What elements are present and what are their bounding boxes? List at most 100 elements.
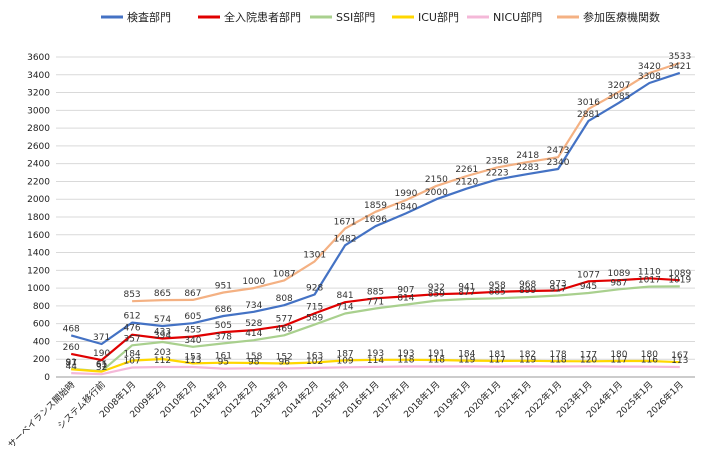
series-line <box>71 285 680 373</box>
data-label: 260 <box>63 343 80 353</box>
gridlines <box>56 56 695 378</box>
data-label: 907 <box>397 285 414 295</box>
data-label: 885 <box>489 287 506 297</box>
data-label: 182 <box>519 350 536 360</box>
data-label: 61 <box>96 361 107 371</box>
data-label: 117 <box>489 356 506 366</box>
data-label: 1301 <box>303 250 326 260</box>
data-label: 193 <box>397 349 414 359</box>
series-line <box>71 357 680 373</box>
data-label: 1000 <box>242 277 265 287</box>
y-tick-label: 1800 <box>27 213 50 223</box>
data-label: 3016 <box>577 98 600 108</box>
data-label: 32 <box>96 363 107 373</box>
series-line <box>71 365 680 376</box>
data-label: 899 <box>519 286 536 296</box>
data-label: 181 <box>489 350 506 360</box>
data-label: 1019 <box>668 275 691 285</box>
data-label: 357 <box>123 334 140 344</box>
data-labels: 468 371 612 574 605 686 734 808 928 1482 1696 1840 2… <box>63 52 692 373</box>
y-tick-label: 2800 <box>27 124 50 134</box>
data-label: 574 <box>154 315 171 325</box>
data-label: 1696 <box>364 215 387 225</box>
data-label: 98 <box>248 357 260 367</box>
data-label: 2881 <box>577 110 600 120</box>
legend-entry: ICU部門 <box>418 10 459 24</box>
y-tick-label: 2000 <box>27 195 50 205</box>
data-label: 161 <box>215 352 232 362</box>
data-label: 2418 <box>516 151 539 161</box>
data-label: 3207 <box>607 81 630 91</box>
data-label: 612 <box>123 312 140 322</box>
y-tick-label: 2600 <box>27 142 50 152</box>
data-label: 433 <box>154 328 171 338</box>
data-label: 414 <box>245 329 262 339</box>
y-tick-label: 0 <box>44 373 50 383</box>
y-axis: 0 200 400 600 800 1000 1200 1400 1600 1800 2000 220… <box>27 53 50 383</box>
data-label: 378 <box>215 332 232 342</box>
data-label: 917 <box>549 284 566 294</box>
data-label: 95 <box>218 358 229 368</box>
data-label: 152 <box>276 352 293 362</box>
data-label: 2120 <box>455 178 478 188</box>
data-label: 3533 <box>668 52 691 62</box>
data-label: 1017 <box>638 276 661 286</box>
data-label: 203 <box>154 348 171 358</box>
data-label: 113 <box>184 356 201 366</box>
data-label: 941 <box>458 282 475 292</box>
data-label: 112 <box>154 356 171 366</box>
data-label: 178 <box>549 350 566 360</box>
data-label: 2473 <box>547 146 570 156</box>
data-label: 2261 <box>455 165 478 175</box>
data-label: 118 <box>397 356 414 366</box>
data-label: 867 <box>184 289 201 299</box>
y-tick-label: 1200 <box>27 266 50 276</box>
data-label: 1482 <box>334 234 357 244</box>
data-label: 184 <box>458 350 475 360</box>
data-label: 455 <box>184 326 201 336</box>
data-label: 190 <box>93 349 110 359</box>
data-label: 109 <box>336 356 353 366</box>
data-label: 96 <box>278 357 290 367</box>
data-label: 87 <box>65 358 76 368</box>
y-tick-label: 2200 <box>27 177 50 187</box>
legend-entry: NICU部門 <box>493 10 542 24</box>
y-tick-label: 200 <box>33 355 50 365</box>
data-label: 118 <box>428 356 445 366</box>
data-label: 605 <box>184 312 201 322</box>
data-label: 528 <box>245 319 262 329</box>
data-label: 877 <box>458 288 475 298</box>
y-tick-label: 3600 <box>27 53 50 63</box>
legend-entry: 参加医療機関数 <box>583 10 660 24</box>
data-label: 945 <box>580 282 597 292</box>
series-lines <box>70 61 681 376</box>
data-label: 177 <box>580 350 597 360</box>
data-label: 771 <box>367 297 384 307</box>
data-label: 167 <box>671 351 688 361</box>
y-tick-label: 2400 <box>27 160 50 170</box>
data-label: 734 <box>245 301 262 311</box>
data-label: 932 <box>428 283 445 293</box>
data-label: 841 <box>336 291 353 301</box>
data-label: 859 <box>428 290 445 300</box>
data-label: 117 <box>610 356 627 366</box>
series-line <box>70 277 680 362</box>
data-label: 158 <box>245 352 262 362</box>
legend: 検査部門 全入院患者部門 SSI部門 ICU部門 NICU部門 参加医療機関数 <box>101 10 660 24</box>
data-label: 119 <box>458 355 475 365</box>
y-tick-label: 1400 <box>27 249 50 259</box>
data-label: 102 <box>306 357 323 367</box>
data-label: 153 <box>184 352 201 362</box>
data-label: 1087 <box>273 269 296 279</box>
data-label: 1671 <box>334 217 357 227</box>
data-label: 2150 <box>425 175 448 185</box>
series-line <box>70 71 681 346</box>
data-label: 2000 <box>425 188 448 198</box>
y-tick-label: 1600 <box>27 231 50 241</box>
data-label: 1859 <box>364 201 387 211</box>
data-label: 116 <box>641 356 658 366</box>
data-label: 118 <box>549 356 566 366</box>
y-tick-label: 3400 <box>27 71 50 81</box>
data-label: 1110 <box>638 267 661 277</box>
